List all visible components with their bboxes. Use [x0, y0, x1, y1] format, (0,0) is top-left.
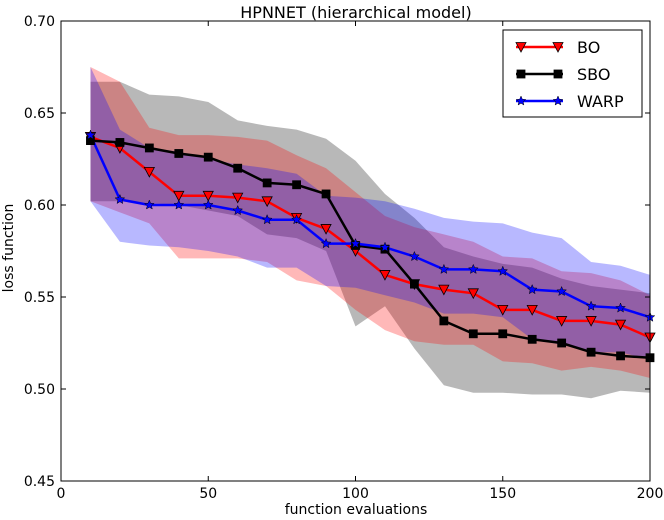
x-tick-label: 50: [199, 486, 217, 502]
marker-bo: [261, 196, 273, 208]
marker-sbo: [321, 189, 331, 199]
legend-marker-sbo: [553, 69, 563, 79]
marker-warp: [408, 250, 420, 262]
y-axis-label: loss function: [1, 204, 17, 293]
marker-warp: [173, 199, 185, 210]
marker-warp: [467, 263, 479, 274]
y-tick-label: 0.65: [24, 106, 55, 122]
marker-sbo: [557, 338, 567, 348]
x-tick-label: 0: [57, 486, 66, 502]
line-warp: [89, 134, 651, 319]
marker-warp: [143, 199, 155, 210]
marker-bo: [438, 284, 450, 296]
marker-bo: [526, 304, 538, 316]
marker-warp: [350, 237, 361, 249]
y-tick-label: 0.50: [24, 382, 55, 398]
marker-bo: [585, 316, 597, 327]
marker-sbo: [292, 180, 302, 190]
marker-warp: [320, 237, 332, 249]
legend: BO SBO WARP: [502, 29, 643, 118]
marker-bo: [614, 319, 627, 331]
marker-bo: [232, 192, 244, 204]
line-bo: [90, 135, 651, 339]
marker-sbo: [409, 279, 419, 289]
legend-marker-bo: [552, 42, 564, 53]
marker-bo: [379, 270, 391, 281]
marker-sbo: [498, 329, 508, 339]
marker-sbo: [616, 351, 625, 361]
series-markers: [84, 129, 656, 363]
x-tick-label: 100: [342, 486, 369, 502]
line-sbo: [90, 139, 651, 359]
y-tick-label: 0.60: [24, 198, 55, 214]
marker-sbo: [115, 138, 125, 147]
marker-warp: [497, 265, 509, 276]
marker-sbo: [144, 143, 154, 153]
marker-sbo: [262, 178, 272, 188]
x-tick-label: 150: [489, 486, 516, 502]
marker-warp: [556, 285, 568, 297]
marker-bo: [202, 190, 214, 202]
confidence-bands: [90, 67, 650, 399]
marker-sbo: [468, 329, 478, 339]
legend-label-sbo: SBO: [577, 65, 610, 84]
marker-bo: [320, 224, 332, 235]
marker-warp: [114, 193, 126, 205]
marker-warp: [202, 199, 214, 210]
legend-label-bo: BO: [577, 38, 600, 57]
marker-warp: [291, 214, 303, 225]
marker-warp: [379, 241, 391, 252]
band-sbo: [90, 81, 650, 399]
marker-sbo: [233, 163, 243, 173]
y-tick-label: 0.55: [24, 290, 55, 306]
marker-bo: [497, 304, 509, 316]
x-tick-label: 200: [637, 486, 664, 502]
marker-sbo: [174, 149, 184, 158]
band-bo: [90, 67, 650, 378]
legend-label-warp: WARP: [577, 92, 624, 111]
legend-marker-warp: [552, 95, 564, 106]
marker-warp: [615, 302, 626, 313]
legend-marker-bo: [515, 42, 527, 53]
marker-bo: [555, 316, 568, 327]
marker-sbo: [586, 347, 596, 357]
x-axis-label: function evaluations: [285, 502, 428, 518]
y-tick-label: 0.45: [24, 474, 55, 490]
marker-warp: [526, 283, 538, 295]
marker-bo: [173, 190, 185, 202]
axis-ticks: 0 50 100 150 200 0.45 0.50 0.55 0.60 0.65 0.70: [24, 14, 664, 502]
marker-warp: [232, 204, 244, 216]
marker-bo: [467, 288, 479, 300]
marker-bo: [143, 166, 156, 178]
marker-warp: [85, 129, 96, 140]
series-lines: [89, 134, 651, 359]
marker-warp: [261, 214, 273, 225]
band-warp: [90, 67, 650, 360]
marker-warp: [585, 300, 597, 311]
marker-sbo: [203, 152, 213, 162]
marker-warp: [438, 263, 450, 274]
marker-sbo: [527, 334, 537, 344]
legend-marker-warp: [515, 95, 527, 106]
marker-sbo: [439, 316, 449, 326]
y-tick-label: 0.70: [24, 14, 55, 30]
legend-marker-sbo: [516, 69, 526, 79]
chart-title: HPNNET (hierarchical model): [240, 3, 471, 22]
